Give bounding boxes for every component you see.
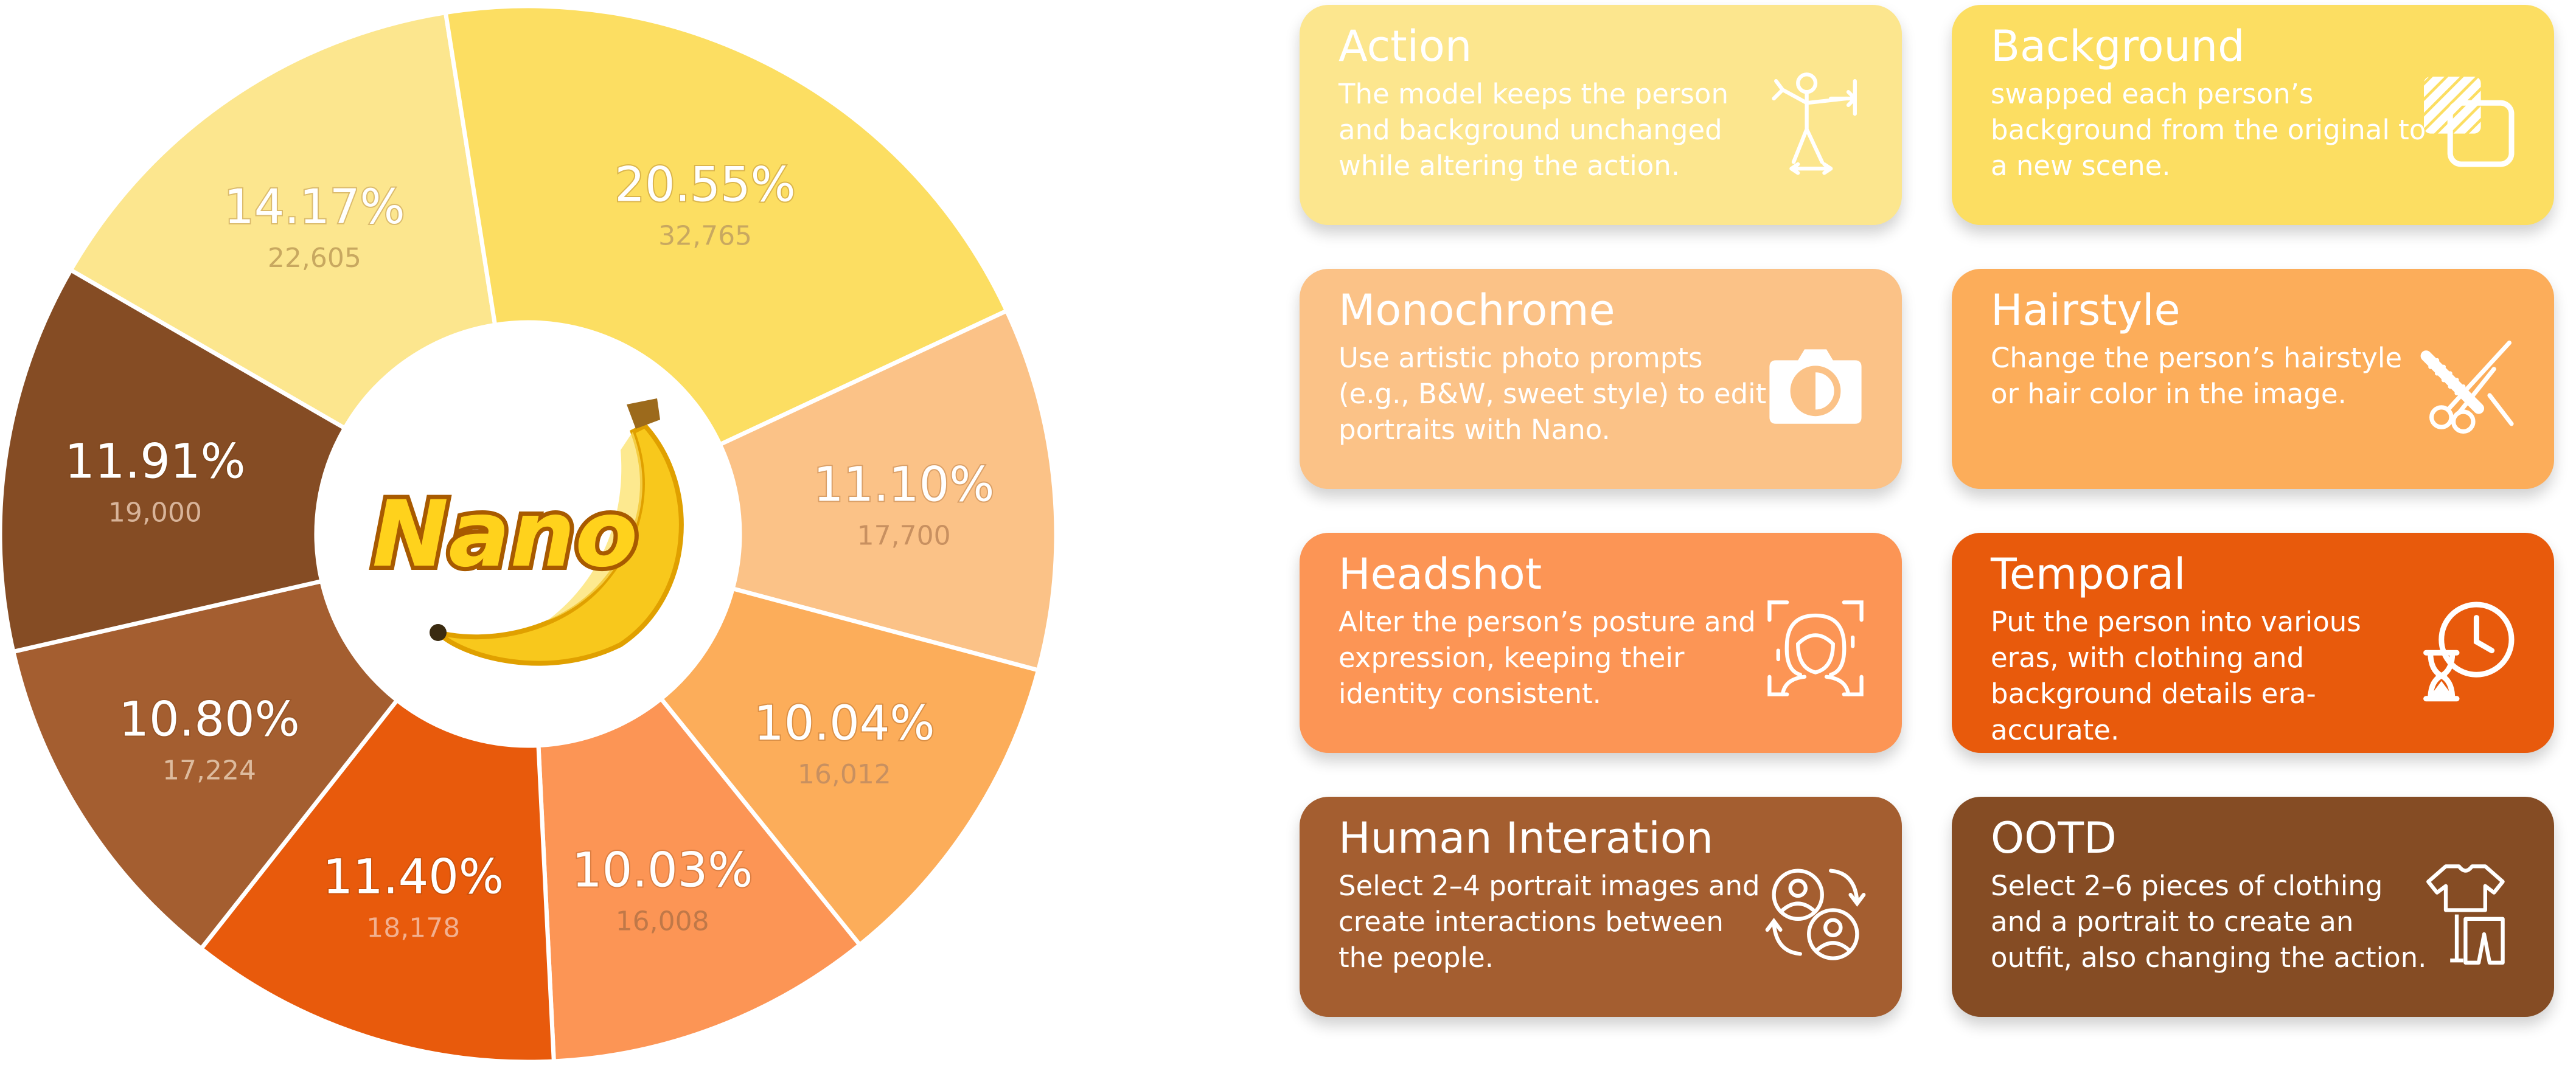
card-title: Background <box>1991 21 2245 71</box>
banana-icon <box>430 398 684 666</box>
card-background: Background swapped each person’s backgrou… <box>1952 5 2554 225</box>
slice-percent-label: 11.40% <box>323 850 504 905</box>
people-exchange-icon <box>1761 858 1870 967</box>
card-title: Monochrome <box>1338 285 1615 335</box>
slice-count-label: 18,178 <box>366 913 460 944</box>
slice-count-label: 19,000 <box>108 498 202 529</box>
slice-percent-label: 11.91% <box>64 435 245 490</box>
card-description: Alter the person’s posture and expressio… <box>1338 605 1756 710</box>
slice-percent-label: 11.10% <box>813 458 994 513</box>
slice-percent-label: 10.04% <box>754 696 935 751</box>
slice-count-label: 16,008 <box>616 906 709 937</box>
card-title: Action <box>1338 21 1472 71</box>
slice-count-label: 17,224 <box>162 755 256 786</box>
card-action: Action The model keeps the person and bac… <box>1300 5 1902 225</box>
slice-percent-label: 20.55% <box>614 158 795 213</box>
slice-count-label: 16,012 <box>798 759 891 790</box>
clock-hourglass-icon <box>2413 594 2522 703</box>
card-description: swapped each person’s background from th… <box>1991 77 2426 182</box>
slice-count-label: 17,700 <box>857 521 951 552</box>
card-temporal: Temporal Put the person into various eras… <box>1952 533 2554 753</box>
clothing-icon <box>2413 858 2522 967</box>
camera-icon <box>1761 330 1870 439</box>
stretching-person-icon <box>1761 66 1870 175</box>
card-title: OOTD <box>1991 813 2117 863</box>
card-title: Headshot <box>1338 549 1542 599</box>
card-monochrome: Monochrome Use artistic photo prompts (e.… <box>1300 269 1902 489</box>
slice-count-label: 22,605 <box>268 243 361 274</box>
slice-percent-label: 10.80% <box>119 692 299 747</box>
face-scan-icon <box>1761 594 1870 703</box>
slice-percent-label: 10.03% <box>572 843 753 898</box>
card-description: Select 2–6 pieces of clothing and a port… <box>1991 869 2427 974</box>
card-description: Use artistic photo prompts (e.g., B&W, s… <box>1338 341 1767 446</box>
card-description: The model keeps the person and backgroun… <box>1338 77 1728 182</box>
card-human-interation: Human Interation Select 2–4 portrait imag… <box>1300 797 1902 1017</box>
card-description: Put the person into various eras, with c… <box>1991 605 2361 746</box>
card-ootd: OOTD Select 2–6 pieces of clothing and a … <box>1952 797 2554 1017</box>
scissors-comb-icon <box>2413 330 2522 439</box>
slice-percent-label: 14.17% <box>224 180 405 235</box>
slice-count-label: 32,765 <box>658 221 752 252</box>
card-headshot: Headshot Alter the person’s posture and e… <box>1300 533 1902 753</box>
card-title: Human Interation <box>1338 813 1713 863</box>
donut-chart: 14.17% 22,605 20.55% 32,765 11.10% 17,700 10.0… <box>0 4 1059 1064</box>
center-hole <box>316 322 740 746</box>
card-description: Select 2–4 portrait images and create in… <box>1338 869 1760 974</box>
layers-icon <box>2413 66 2522 175</box>
logo-text: Nano <box>372 482 638 588</box>
card-description: Change the person’s hairstyle or hair co… <box>1991 341 2403 410</box>
center-logo: Nano <box>316 322 740 746</box>
card-title: Hairstyle <box>1991 285 2181 335</box>
card-title: Temporal <box>1991 549 2186 599</box>
donut-labels: 14.17% 22,605 20.55% 32,765 11.10% 17,700 10.0… <box>63 157 995 944</box>
donut-slices <box>0 4 1059 1064</box>
card-hairstyle: Hairstyle Change the person’s hairstyle o… <box>1952 269 2554 489</box>
